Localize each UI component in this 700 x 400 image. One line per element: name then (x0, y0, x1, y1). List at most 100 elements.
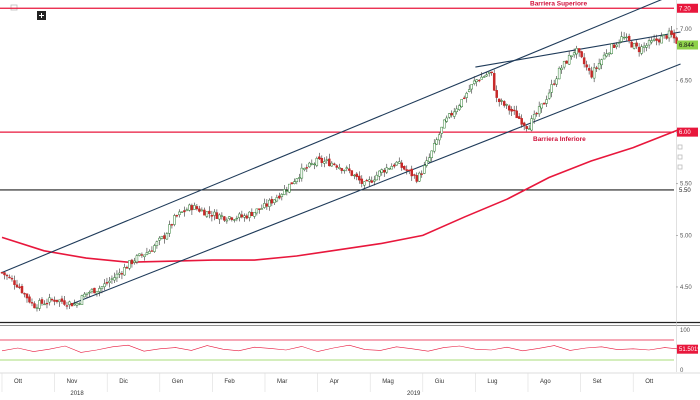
candle-body-245 (612, 44, 616, 48)
candle-body-16 (40, 299, 44, 304)
candle-body-41 (103, 283, 106, 288)
candle-body-131 (328, 158, 331, 167)
candle-body-111 (278, 195, 281, 199)
candle-body-175 (437, 134, 441, 141)
candle-body-238 (595, 67, 598, 69)
candle-body-120 (300, 167, 304, 179)
candle-body-79 (198, 208, 201, 212)
candle-body-103 (258, 208, 261, 210)
candle-body-224 (560, 67, 563, 70)
candle-body-194 (485, 74, 488, 77)
zoom-icon (10, 4, 18, 11)
candle-body-130 (325, 159, 329, 161)
year-label-0: 2018 (70, 391, 84, 397)
candle-body-30 (75, 302, 79, 306)
candle-body-12 (30, 302, 34, 304)
candle-body-101 (253, 212, 256, 217)
candle-body-184 (460, 99, 463, 108)
candle-body-230 (575, 48, 578, 55)
candle-body-38 (95, 290, 99, 294)
side-toolbar[interactable] (10, 4, 683, 170)
candle-body-217 (542, 102, 546, 105)
candle-body-94 (235, 217, 239, 220)
candle-body-213 (532, 113, 536, 120)
candle-body-195 (487, 72, 491, 74)
candle-body-232 (580, 51, 583, 58)
candle-body-9 (23, 293, 26, 295)
candle-body-252 (630, 41, 633, 48)
channel-line-0 (1, 0, 663, 274)
candle-body-118 (295, 178, 299, 182)
oscillator-axis: 100 0 (680, 328, 691, 374)
candle-body-86 (215, 212, 219, 219)
candle-body-42 (105, 282, 109, 284)
candle-body-255 (637, 46, 641, 53)
candle-body-32 (80, 295, 84, 305)
candle-body-172 (430, 150, 433, 158)
candle-body-218 (545, 99, 548, 104)
candle-body-176 (440, 126, 443, 134)
candle-body-251 (627, 35, 631, 42)
candle-body-241 (602, 54, 606, 60)
candle-body-208 (520, 118, 523, 125)
candle-body-27 (68, 301, 71, 305)
candle-body-113 (283, 189, 286, 195)
candle-body-121 (303, 167, 306, 170)
month-label-2: Dic (119, 379, 128, 385)
candle-body-119 (298, 177, 301, 179)
candle-body-204 (510, 108, 513, 112)
plus-icon[interactable] (37, 11, 46, 20)
candle-body-183 (457, 105, 461, 110)
candle-body-85 (213, 211, 216, 216)
candle-body-140 (350, 170, 354, 176)
candle-body-29 (73, 303, 76, 306)
candle-body-33 (83, 293, 86, 298)
month-label-1: Nov (67, 379, 78, 385)
candle-body-53 (133, 260, 136, 263)
candle-body-152 (380, 169, 384, 173)
candle-body-151 (378, 170, 381, 177)
candle-body-219 (547, 92, 551, 99)
candle-body-74 (185, 209, 189, 212)
candle-body-190 (475, 79, 478, 83)
candle-body-88 (220, 215, 224, 217)
candle-body-26 (65, 305, 69, 307)
candle-body-162 (405, 169, 409, 171)
candle-body-49 (123, 267, 126, 276)
candle-body-265 (662, 34, 666, 36)
level-tag-1-text: 6.00 (679, 130, 691, 136)
candle-body-100 (250, 211, 254, 217)
level-tag-0-text: 7.20 (679, 6, 691, 12)
candle-body-221 (552, 83, 556, 85)
candle-body-132 (330, 162, 334, 167)
candle-body-268 (670, 30, 673, 35)
candle-body-59 (148, 251, 151, 254)
candle-body-63 (158, 237, 161, 241)
candle-body-11 (28, 296, 31, 303)
candle-body-45 (113, 277, 116, 281)
candle-body-78 (195, 206, 199, 210)
price-tick-label-2: 5.50 (680, 182, 692, 188)
candle-body-248 (620, 36, 623, 42)
candle-body-174 (435, 139, 438, 145)
candle-body-87 (218, 214, 221, 220)
candle-body-77 (193, 205, 196, 210)
candle-body-228 (570, 55, 573, 57)
candle-body-105 (263, 203, 266, 208)
candle-body-15 (38, 300, 41, 309)
candle-body-261 (652, 38, 656, 41)
candle-body-115 (288, 183, 291, 193)
candle-body-181 (452, 111, 456, 117)
candle-body-142 (355, 173, 359, 178)
level-tag-2: 5.50 (677, 185, 698, 195)
level-tag-2-bg (677, 185, 698, 195)
candle-body-76 (190, 205, 194, 211)
candle-body-83 (208, 210, 211, 214)
candle-body-236 (590, 70, 593, 78)
candle-body-186 (465, 92, 468, 98)
candle-body-46 (115, 273, 119, 279)
candle-body-200 (500, 100, 503, 102)
candle-body-80 (200, 209, 204, 212)
